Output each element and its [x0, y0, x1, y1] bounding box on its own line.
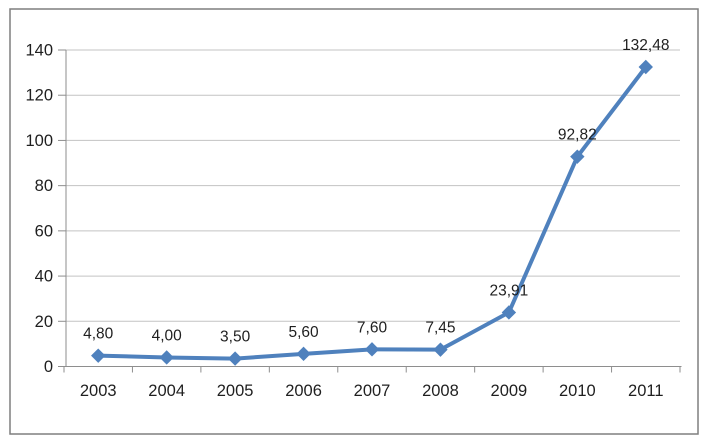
data-point-label: 4,00 — [152, 327, 183, 344]
chart-border — [9, 8, 699, 435]
data-point-marker — [296, 346, 311, 362]
data-point-label: 4,80 — [83, 326, 114, 343]
data-point-label: 5,60 — [288, 324, 319, 341]
y-axis-tick-label: 140 — [25, 42, 53, 60]
data-point-label: 92,82 — [558, 127, 597, 144]
x-axis-tick-label: 2006 — [285, 382, 322, 400]
data-point-marker — [501, 305, 517, 320]
data-point-label: 7,45 — [425, 320, 455, 337]
y-axis-tick-label: 20 — [35, 313, 53, 331]
y-axis-tick-label: 40 — [35, 268, 53, 286]
data-point-label: 132,48 — [622, 37, 669, 54]
data-point-label: 3,50 — [220, 329, 251, 346]
y-axis-tick-label: 120 — [25, 87, 53, 105]
x-axis-tick-label: 2005 — [217, 382, 254, 400]
x-axis-tick-label: 2003 — [80, 382, 117, 400]
x-axis-tick-label: 2004 — [148, 382, 185, 400]
data-point-marker — [227, 351, 243, 366]
data-point-marker — [159, 350, 174, 365]
x-axis-tick-label: 2009 — [491, 382, 528, 400]
data-point-marker — [638, 59, 653, 75]
data-point-label: 23,91 — [489, 282, 528, 299]
x-axis-tick-label: 2007 — [354, 382, 391, 400]
x-axis-tick-label: 2010 — [559, 382, 596, 400]
y-axis-tick-label: 60 — [35, 222, 53, 240]
y-axis-tick-label: 0 — [44, 358, 53, 376]
data-point-marker — [433, 342, 448, 357]
x-axis-tick-label: 2011 — [628, 382, 663, 400]
y-axis-tick-label: 100 — [25, 132, 53, 150]
data-point-marker — [570, 149, 585, 164]
x-axis-tick-label: 2008 — [422, 382, 459, 400]
data-point-label: 7,60 — [357, 319, 388, 336]
y-axis-tick-label: 80 — [35, 177, 53, 195]
data-point-marker — [364, 342, 380, 357]
data-point-marker — [91, 348, 106, 363]
